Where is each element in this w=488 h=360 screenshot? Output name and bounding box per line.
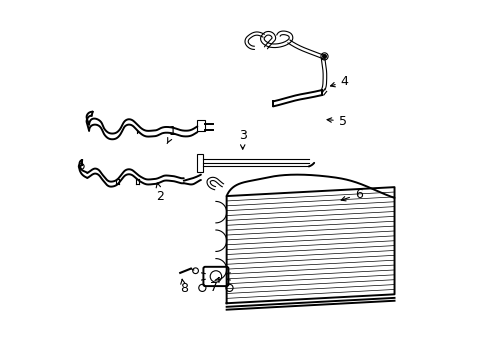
Text: 5: 5 [326,114,346,127]
Text: 3: 3 [238,129,246,149]
Text: 2: 2 [156,183,164,203]
Text: 6: 6 [341,188,362,201]
Text: 4: 4 [330,75,348,88]
Text: 8: 8 [180,279,187,296]
Bar [197,154,203,172]
Circle shape [322,55,325,58]
Bar [197,120,205,131]
Text: 1: 1 [167,125,177,144]
Text: 7: 7 [210,278,219,294]
